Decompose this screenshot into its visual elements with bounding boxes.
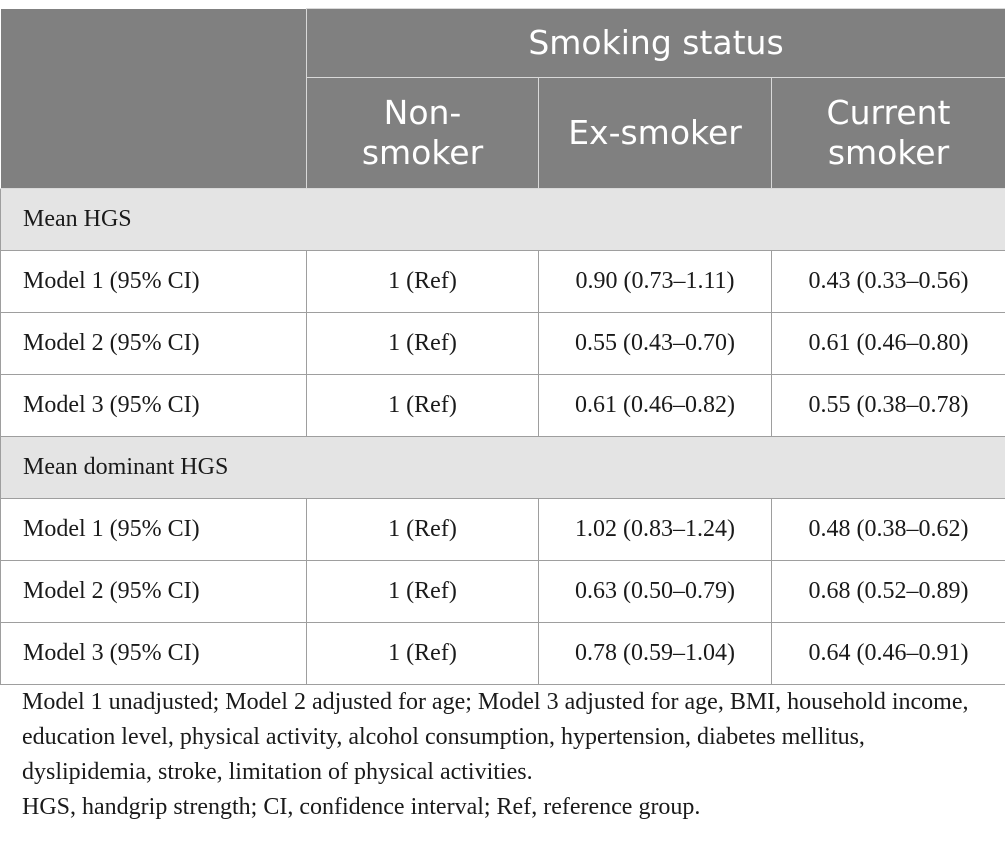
table-row: Model 2 (95% CI) 1 (Ref) 0.63 (0.50–0.79… xyxy=(0,560,1005,623)
cell-current-smoker: 0.64 (0.46–0.91) xyxy=(770,622,1005,685)
row-label: Model 1 (95% CI) xyxy=(0,498,307,561)
cell-non-smoker: 1 (Ref) xyxy=(306,622,539,685)
row-label: Model 2 (95% CI) xyxy=(0,560,307,623)
cell-ex-smoker: 0.78 (0.59–1.04) xyxy=(538,622,772,685)
cell-current-smoker: 0.48 (0.38–0.62) xyxy=(770,498,1005,561)
cell-non-smoker: 1 (Ref) xyxy=(306,374,539,437)
footnote-abbreviations: HGS, handgrip strength; CI, confidence i… xyxy=(22,794,701,820)
section-title: Mean dominant HGS xyxy=(0,436,1005,499)
column-header-non-smoker: Non-smoker xyxy=(306,77,539,189)
header-corner xyxy=(0,8,307,189)
footnote-models: Model 1 unadjusted; Model 2 adjusted for… xyxy=(22,689,969,785)
table-row: Model 1 (95% CI) 1 (Ref) 1.02 (0.83–1.24… xyxy=(0,498,1005,561)
cell-non-smoker: 1 (Ref) xyxy=(306,498,539,561)
table-footnotes: Model 1 unadjusted; Model 2 adjusted for… xyxy=(22,685,992,825)
table-row: Model 3 (95% CI) 1 (Ref) 0.78 (0.59–1.04… xyxy=(0,622,1005,685)
cell-current-smoker: 0.68 (0.52–0.89) xyxy=(770,560,1005,623)
row-label: Model 2 (95% CI) xyxy=(0,312,307,375)
section-row: Mean dominant HGS xyxy=(0,436,1005,499)
section-title: Mean HGS xyxy=(0,188,1005,251)
cell-ex-smoker: 0.55 (0.43–0.70) xyxy=(538,312,772,375)
cell-current-smoker: 0.43 (0.33–0.56) xyxy=(770,250,1005,313)
row-label: Model 3 (95% CI) xyxy=(0,622,307,685)
cell-current-smoker: 0.61 (0.46–0.80) xyxy=(770,312,1005,375)
results-table: Smoking status Non-smoker Ex-smoker Curr… xyxy=(0,8,1005,685)
col-non-l1: Non- xyxy=(383,93,462,132)
column-header-current-smoker: Current smoker xyxy=(770,77,1005,189)
cell-ex-smoker: 0.63 (0.50–0.79) xyxy=(538,560,772,623)
table-row: Model 3 (95% CI) 1 (Ref) 0.61 (0.46–0.82… xyxy=(0,374,1005,437)
cell-ex-smoker: 0.90 (0.73–1.11) xyxy=(538,250,772,313)
column-header-ex-smoker: Ex-smoker xyxy=(538,77,772,189)
cell-ex-smoker: 0.61 (0.46–0.82) xyxy=(538,374,772,437)
table-row: Model 1 (95% CI) 1 (Ref) 0.90 (0.73–1.11… xyxy=(0,250,1005,313)
row-label: Model 3 (95% CI) xyxy=(0,374,307,437)
table-row: Model 2 (95% CI) 1 (Ref) 0.55 (0.43–0.70… xyxy=(0,312,1005,375)
group-header-smoking-status: Smoking status xyxy=(305,8,1005,78)
cell-non-smoker: 1 (Ref) xyxy=(306,560,539,623)
col-non-l2: smoker xyxy=(361,133,484,172)
cell-ex-smoker: 1.02 (0.83–1.24) xyxy=(538,498,772,561)
section-row: Mean HGS xyxy=(0,188,1005,251)
cell-non-smoker: 1 (Ref) xyxy=(306,312,539,375)
col-cur-l2: smoker xyxy=(827,133,950,172)
cell-non-smoker: 1 (Ref) xyxy=(306,250,539,313)
row-label: Model 1 (95% CI) xyxy=(0,250,307,313)
cell-current-smoker: 0.55 (0.38–0.78) xyxy=(770,374,1005,437)
col-cur-l1: Current xyxy=(826,93,951,132)
